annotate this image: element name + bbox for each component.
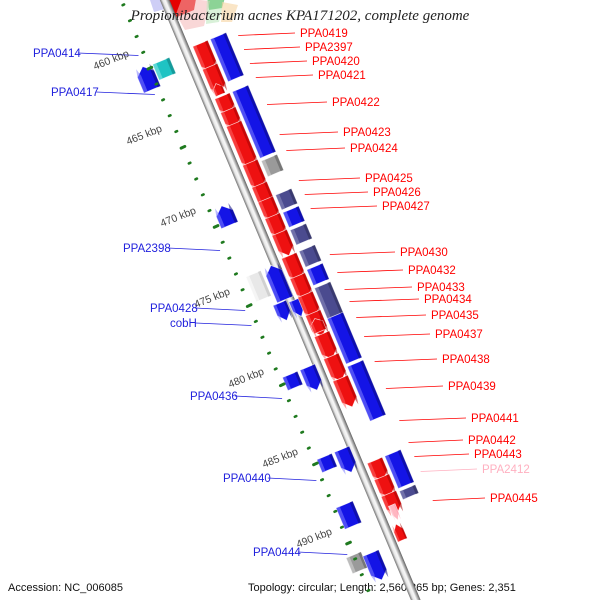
svg-text:PPA0423: PPA0423: [343, 127, 391, 139]
svg-text:PPA0438: PPA0438: [442, 354, 490, 366]
svg-text:PPA0445: PPA0445: [490, 493, 538, 505]
svg-text:PPA2397: PPA2397: [305, 42, 353, 54]
svg-text:PPA0434: PPA0434: [424, 294, 472, 306]
svg-text:480 kbp: 480 kbp: [227, 366, 266, 391]
svg-text:460 kbp: 460 kbp: [92, 48, 131, 73]
svg-text:PPA0428: PPA0428: [150, 303, 198, 315]
svg-text:PPA0437: PPA0437: [435, 329, 483, 341]
svg-text:PPA0425: PPA0425: [365, 173, 413, 185]
svg-text:PPA0436: PPA0436: [190, 391, 238, 403]
svg-text:PPA0443: PPA0443: [474, 449, 522, 461]
svg-text:PPA0432: PPA0432: [408, 265, 456, 277]
svg-text:PPA0439: PPA0439: [448, 381, 496, 393]
svg-text:PPA0422: PPA0422: [332, 97, 380, 109]
svg-text:PPA0420: PPA0420: [312, 56, 360, 68]
svg-text:485 kbp: 485 kbp: [261, 446, 300, 471]
svg-text:470 kbp: 470 kbp: [159, 205, 198, 230]
svg-text:PPA0427: PPA0427: [382, 201, 430, 213]
svg-text:PPA0442: PPA0442: [468, 435, 516, 447]
svg-text:PPA0441: PPA0441: [471, 413, 519, 425]
svg-text:PPA2412: PPA2412: [482, 464, 530, 476]
svg-text:PPA0426: PPA0426: [373, 187, 421, 199]
svg-text:PPA0419: PPA0419: [300, 28, 348, 40]
svg-text:PPA0417: PPA0417: [51, 87, 99, 99]
svg-text:490 kbp: 490 kbp: [295, 526, 334, 551]
svg-text:cobH: cobH: [170, 318, 197, 330]
svg-text:PPA0435: PPA0435: [431, 310, 479, 322]
svg-text:475 kbp: 475 kbp: [193, 286, 232, 311]
svg-text:PPA0440: PPA0440: [223, 473, 271, 485]
svg-text:PPA2398: PPA2398: [123, 243, 171, 255]
svg-text:465 kbp: 465 kbp: [125, 123, 164, 148]
svg-text:PPA0430: PPA0430: [400, 247, 448, 259]
svg-text:PPA0414: PPA0414: [33, 48, 81, 60]
svg-text:PPA0421: PPA0421: [318, 70, 366, 82]
svg-text:PPA0424: PPA0424: [350, 143, 398, 155]
svg-text:PPA0444: PPA0444: [253, 547, 301, 559]
svg-text:PPA0433: PPA0433: [417, 282, 465, 294]
